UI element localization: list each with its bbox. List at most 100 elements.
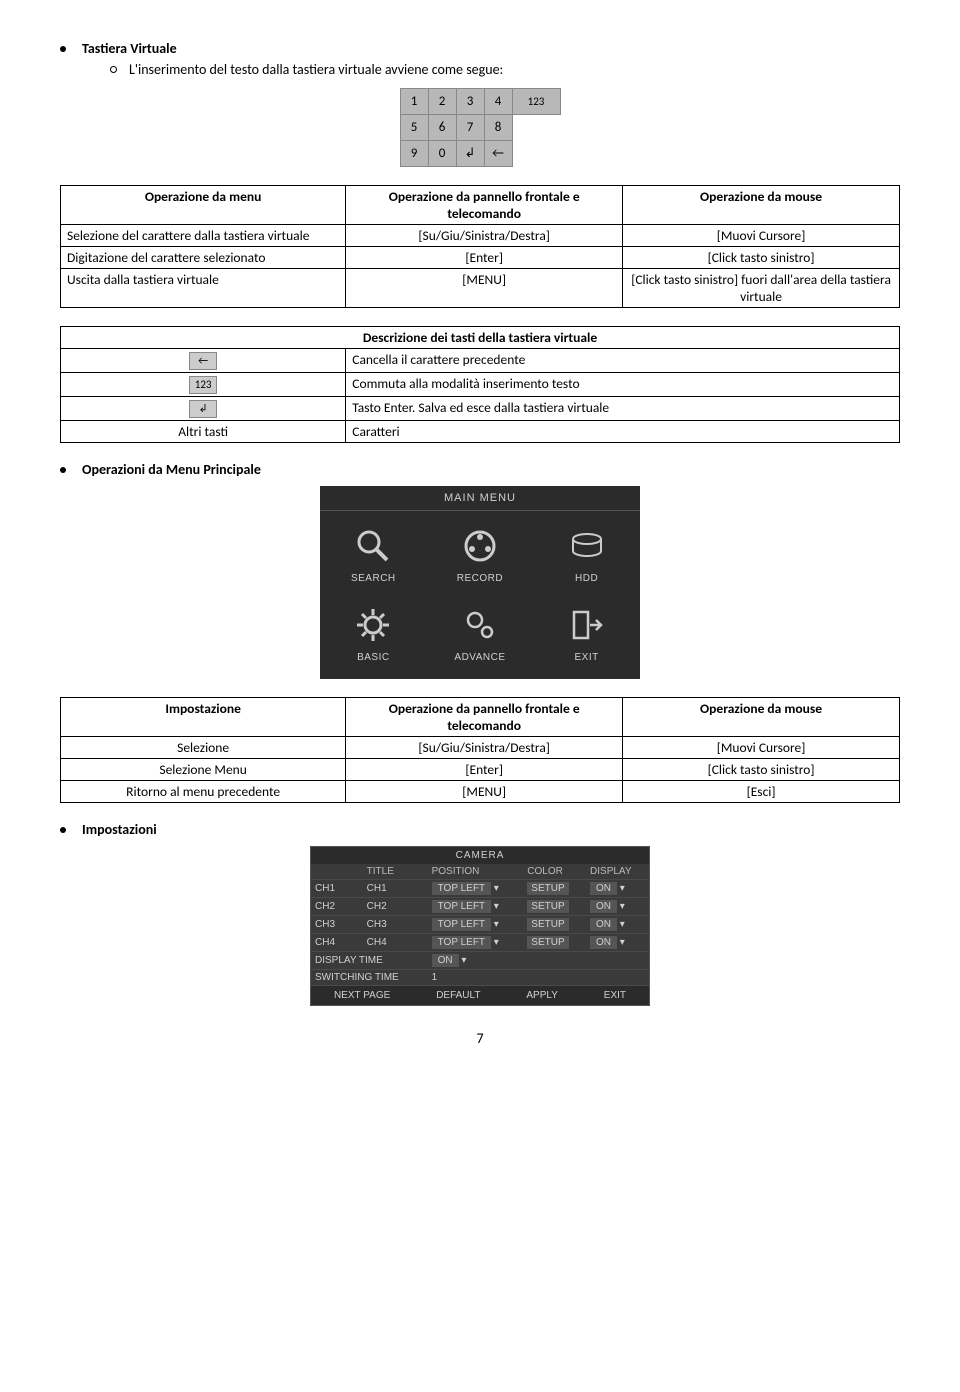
gears-icon — [459, 604, 501, 646]
cam-col: DISPLAY — [586, 864, 649, 880]
td: Tasto Enter. Salva ed esce dalla tastier… — [346, 397, 900, 421]
table-operazioni-tastiera: Operazione da menu Operazione da pannell… — [60, 185, 900, 308]
td: Cancella il carattere precedente — [346, 349, 900, 373]
cam-title: CH2 — [363, 898, 428, 916]
cam-footer-btn: APPLY — [526, 990, 558, 1001]
cam-color: SETUP — [527, 882, 568, 895]
cam-pos: TOP LEFT — [432, 936, 491, 949]
td: [Su/Giu/Sinistra/Destra] — [346, 225, 623, 247]
td: [MENU] — [346, 781, 623, 803]
cam-title: CH4 — [363, 934, 428, 952]
cam-col: COLOR — [523, 864, 586, 880]
cam-disp: ON — [590, 936, 617, 949]
dvr-label: HDD — [537, 573, 636, 584]
cam-col: TITLE — [363, 864, 428, 880]
cam-extra-val: ON — [432, 954, 459, 967]
table-impostazione: Impostazione Operazione da pannello fron… — [60, 697, 900, 803]
key: 8 — [484, 115, 512, 141]
cam-ch: CH3 — [311, 916, 363, 934]
key: 0 — [428, 141, 456, 167]
td: Selezione Menu — [61, 759, 346, 781]
cam-extra-label: DISPLAY TIME — [311, 952, 428, 970]
cam-ch: CH1 — [311, 880, 363, 898]
glyph-enter-icon: ↲ — [189, 400, 217, 418]
glyph-mode-icon: 123 — [189, 376, 217, 394]
td: [Su/Giu/Sinistra/Destra] — [346, 737, 623, 759]
key: 7 — [456, 115, 484, 141]
dvr-item-exit: EXIT — [533, 590, 640, 669]
cam-pos: TOP LEFT — [432, 900, 491, 913]
td: Ritorno al menu precedente — [61, 781, 346, 803]
key: ↲ — [456, 141, 484, 167]
dvr-label: RECORD — [431, 573, 530, 584]
key: 3 — [456, 89, 484, 115]
th: Descrizione dei tasti della tastiera vir… — [61, 327, 900, 349]
bullet-text: Operazioni da Menu Principale — [82, 461, 261, 478]
cam-col: POSITION — [428, 864, 524, 880]
th: Impostazione — [61, 698, 346, 737]
cam-title: CH3 — [363, 916, 428, 934]
th: Operazione da mouse — [623, 186, 900, 225]
td: [Esci] — [623, 781, 900, 803]
cam-color: SETUP — [527, 900, 568, 913]
th: Operazione da pannello frontale e teleco… — [346, 186, 623, 225]
bullet-text: Impostazioni — [82, 821, 157, 838]
key: 4 — [484, 89, 512, 115]
td: Selezione — [61, 737, 346, 759]
magnifier-icon — [352, 525, 394, 567]
th: Operazione da pannello frontale e teleco… — [346, 698, 623, 737]
cam-disp: ON — [590, 900, 617, 913]
cam-ch: CH4 — [311, 934, 363, 952]
cam-footer-btn: DEFAULT — [436, 990, 480, 1001]
subline-text: L'inserimento del testo dalla tastiera v… — [129, 61, 503, 78]
reel-icon — [459, 525, 501, 567]
cam-pos: TOP LEFT — [432, 918, 491, 931]
key: 9 — [400, 141, 428, 167]
cam-footer-btn: EXIT — [604, 990, 626, 1001]
virtual-keypad: 1 2 3 4 123 5 6 7 8 9 0 ↲ ← — [400, 88, 561, 167]
dvr-label: SEARCH — [324, 573, 423, 584]
dvr-menu-title: MAIN MENU — [320, 492, 640, 511]
bullet-text: Tastiera Virtuale — [82, 40, 177, 57]
td: [Muovi Cursore] — [623, 737, 900, 759]
th: Operazione da mouse — [623, 698, 900, 737]
dvr-item-hdd: HDD — [533, 511, 640, 590]
dvr-item-basic: BASIC — [320, 590, 427, 669]
glyph-back-icon: ← — [189, 352, 217, 370]
cam-color: SETUP — [527, 918, 568, 931]
page-number: 7 — [60, 1030, 900, 1047]
cam-color: SETUP — [527, 936, 568, 949]
td: [Click tasto sinistro] — [623, 247, 900, 269]
dvr-main-menu: MAIN MENU SEARCH RECORD HDD BASIC — [320, 486, 640, 679]
td: Digitazione del carattere selezionato — [61, 247, 346, 269]
table-descrizione-tasti: Descrizione dei tasti della tastiera vir… — [60, 326, 900, 443]
dvr-item-search: SEARCH — [320, 511, 427, 590]
cam-ch: CH2 — [311, 898, 363, 916]
cam-extra-label: SWITCHING TIME — [311, 970, 428, 986]
td: Caratteri — [346, 421, 900, 443]
bullet-tastiera-virtuale: Tastiera Virtuale — [60, 40, 900, 57]
bullet-operazioni-menu: Operazioni da Menu Principale — [60, 461, 900, 478]
dvr-item-record: RECORD — [427, 511, 534, 590]
exit-icon — [566, 604, 608, 646]
bullet-impostazioni: Impostazioni — [60, 821, 900, 838]
td: [Click tasto sinistro] — [623, 759, 900, 781]
key: 6 — [428, 115, 456, 141]
td: [Enter] — [346, 759, 623, 781]
td: [Enter] — [346, 247, 623, 269]
disk-icon — [566, 525, 608, 567]
cam-disp: ON — [590, 882, 617, 895]
key: 1 — [400, 89, 428, 115]
td: Uscita dalla tastiera virtuale — [61, 269, 346, 308]
cam-pos: TOP LEFT — [432, 882, 491, 895]
dvr-camera-panel: CAMERA TITLE POSITION COLOR DISPLAY CH1 … — [310, 846, 650, 1006]
dvr-label: BASIC — [324, 652, 423, 663]
th: Operazione da menu — [61, 186, 346, 225]
key: 5 — [400, 115, 428, 141]
cam-title: CH1 — [363, 880, 428, 898]
subline-inserimento: L'inserimento del testo dalla tastiera v… — [110, 61, 900, 78]
dvr-item-advance: ADVANCE — [427, 590, 534, 669]
key: ← — [484, 141, 512, 167]
cam-extra-val: 1 — [432, 972, 438, 983]
dvr-label: ADVANCE — [431, 652, 530, 663]
